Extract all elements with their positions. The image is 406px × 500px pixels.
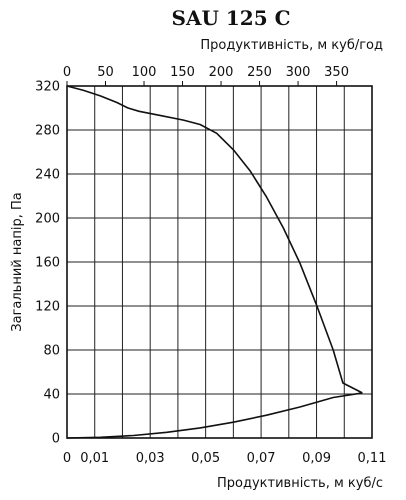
y-tick-label: 80 <box>43 344 60 359</box>
y-tick-label: 320 <box>35 80 60 95</box>
x-tick-label: 0,05 <box>191 451 220 466</box>
series-lines <box>66 85 363 439</box>
series-line-fan-curve <box>66 85 363 394</box>
x-tick-label: 0,09 <box>302 451 331 466</box>
y-tick-label: 200 <box>35 212 60 227</box>
y-axis-label: Загальний напір, Па <box>10 192 25 331</box>
bottom-axis-label: Продуктивність, м куб/с <box>217 476 383 491</box>
x-tick-label: 0 <box>63 451 71 466</box>
top-axis-label: Продуктивність, м куб/год <box>200 38 383 53</box>
y-tick-label: 40 <box>43 388 60 403</box>
chart-title: SAU 125 C <box>172 6 291 30</box>
x2-tick-label: 50 <box>97 65 114 80</box>
x2-tick-label: 300 <box>286 65 311 80</box>
y-tick-label: 120 <box>35 300 60 315</box>
y-tick-label: 0 <box>52 432 60 447</box>
x-tick-label: 0,11 <box>358 451 387 466</box>
y-tick-label: 160 <box>35 256 60 271</box>
x2-tick-label: 350 <box>324 65 349 80</box>
x-tick-label: 0,01 <box>80 451 109 466</box>
series-line-system-curve <box>66 392 363 439</box>
y-tick-label: 280 <box>35 124 60 139</box>
tick-labels: 0 0,01 0,03 0,05 0,07 0,09 0,11 0 50 100 150 200 250… <box>35 65 386 466</box>
x2-tick-label: 150 <box>170 65 195 80</box>
x2-tick-label: 100 <box>132 65 157 80</box>
y-tick-label: 240 <box>35 168 60 183</box>
grid <box>67 86 372 438</box>
x2-tick-label: 250 <box>247 65 272 80</box>
x2-tick-label: 200 <box>209 65 234 80</box>
plot-frame <box>66 85 373 439</box>
x-tick-label: 0,07 <box>247 451 276 466</box>
x-tick-label: 0,03 <box>136 451 165 466</box>
x2-tick-label: 0 <box>63 65 71 80</box>
